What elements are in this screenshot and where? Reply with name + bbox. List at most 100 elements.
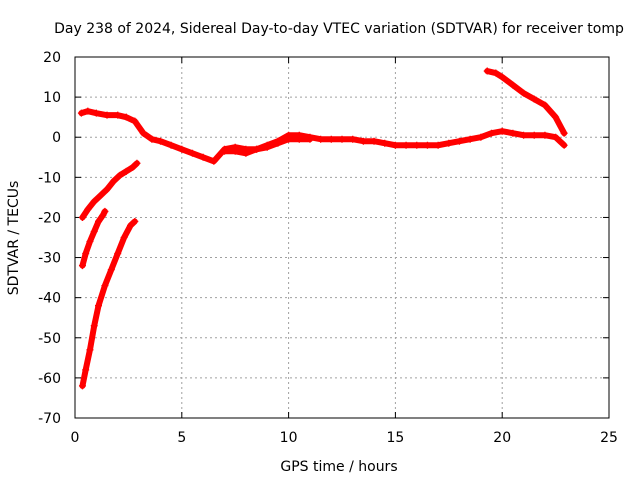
data-point	[231, 147, 239, 155]
data-point	[120, 234, 128, 241]
y-tick-label: 10	[43, 90, 61, 106]
data-point	[178, 145, 186, 153]
data-point	[520, 131, 528, 139]
data-point	[445, 139, 453, 147]
data-point	[541, 101, 549, 109]
data-point	[148, 135, 156, 143]
data-point	[210, 157, 218, 165]
series-trace	[78, 108, 568, 165]
data-point	[101, 282, 109, 290]
data-point	[520, 89, 528, 97]
y-tick-label: -40	[38, 291, 61, 307]
data-point	[391, 141, 399, 149]
series-rise-b	[78, 207, 109, 270]
y-axis-label: SDTVAR / TECUs	[6, 181, 22, 296]
y-tick-label: 0	[52, 130, 61, 146]
data-point	[114, 250, 122, 258]
data-point	[253, 145, 261, 153]
y-tick-label: -10	[38, 170, 61, 186]
data-point	[82, 366, 90, 374]
x-tick-label: 0	[71, 430, 80, 446]
data-point	[82, 250, 90, 258]
grid	[75, 57, 609, 418]
data-point	[477, 133, 485, 141]
data-point	[103, 185, 111, 193]
x-tick-label: 5	[177, 430, 186, 446]
data-point	[90, 197, 98, 205]
data-point	[509, 129, 517, 137]
data-point	[359, 137, 367, 145]
y-tick-label: 20	[43, 50, 61, 66]
data-point	[221, 147, 229, 155]
series-trace	[484, 68, 568, 137]
data-series	[77, 67, 568, 390]
chart-title: Day 238 of 2024, Sidereal Day-to-day VTE…	[54, 21, 624, 37]
data-point	[86, 238, 94, 246]
data-point	[483, 67, 491, 75]
data-point	[94, 217, 102, 225]
data-point	[295, 135, 303, 143]
data-point	[92, 109, 100, 117]
series-late-arc	[483, 67, 568, 137]
x-tick-label: 20	[493, 430, 511, 446]
data-point	[274, 139, 282, 147]
series-lower-branch	[221, 135, 314, 157]
series-trace	[79, 160, 140, 221]
data-point	[78, 382, 86, 390]
data-point	[97, 191, 105, 199]
data-point	[86, 346, 94, 354]
data-point	[466, 135, 474, 143]
series-main-track	[77, 107, 568, 165]
data-point	[327, 135, 335, 143]
data-point	[90, 227, 98, 235]
data-point	[413, 141, 421, 149]
data-point	[129, 163, 137, 171]
data-point	[455, 137, 463, 145]
data-point	[498, 127, 506, 135]
data-point	[114, 111, 122, 119]
x-axis-label: GPS time / hours	[280, 459, 397, 475]
data-point	[509, 81, 517, 89]
data-point	[127, 221, 135, 229]
data-point	[156, 137, 164, 145]
data-point	[349, 135, 357, 143]
series-rise-a	[78, 159, 141, 221]
axis-ticks: 0 5 10 15 20 25 -70 -60 -50 -40 -30 -20 -10 0 10 20	[38, 50, 618, 446]
data-point	[317, 135, 325, 143]
data-point	[402, 141, 410, 149]
data-point	[530, 131, 538, 139]
data-point	[552, 113, 560, 121]
data-point	[103, 111, 111, 119]
x-tick-label: 10	[280, 430, 298, 446]
data-point	[285, 135, 293, 143]
data-point	[530, 95, 538, 103]
data-point	[498, 73, 506, 81]
data-point	[90, 322, 98, 330]
y-tick-label: -70	[38, 411, 61, 427]
data-point	[306, 135, 314, 143]
y-tick-label: -50	[38, 331, 61, 347]
data-point	[199, 153, 207, 161]
data-point	[423, 141, 431, 149]
data-point	[560, 129, 568, 137]
y-tick-label: -60	[38, 371, 61, 387]
data-point	[370, 137, 378, 145]
x-tick-label: 25	[600, 430, 618, 446]
data-point	[488, 129, 496, 137]
data-point	[552, 133, 560, 141]
plot-frame	[74, 56, 610, 419]
data-point	[78, 262, 86, 270]
series-rise-c	[78, 217, 139, 390]
data-point	[139, 129, 147, 137]
data-point	[122, 167, 130, 175]
data-point	[107, 266, 115, 274]
data-point	[101, 207, 109, 215]
data-point	[122, 113, 130, 121]
data-point	[131, 117, 139, 125]
data-point	[188, 149, 196, 157]
data-point	[99, 211, 107, 219]
data-point	[116, 171, 124, 179]
data-point	[94, 302, 102, 310]
data-point	[167, 141, 175, 149]
